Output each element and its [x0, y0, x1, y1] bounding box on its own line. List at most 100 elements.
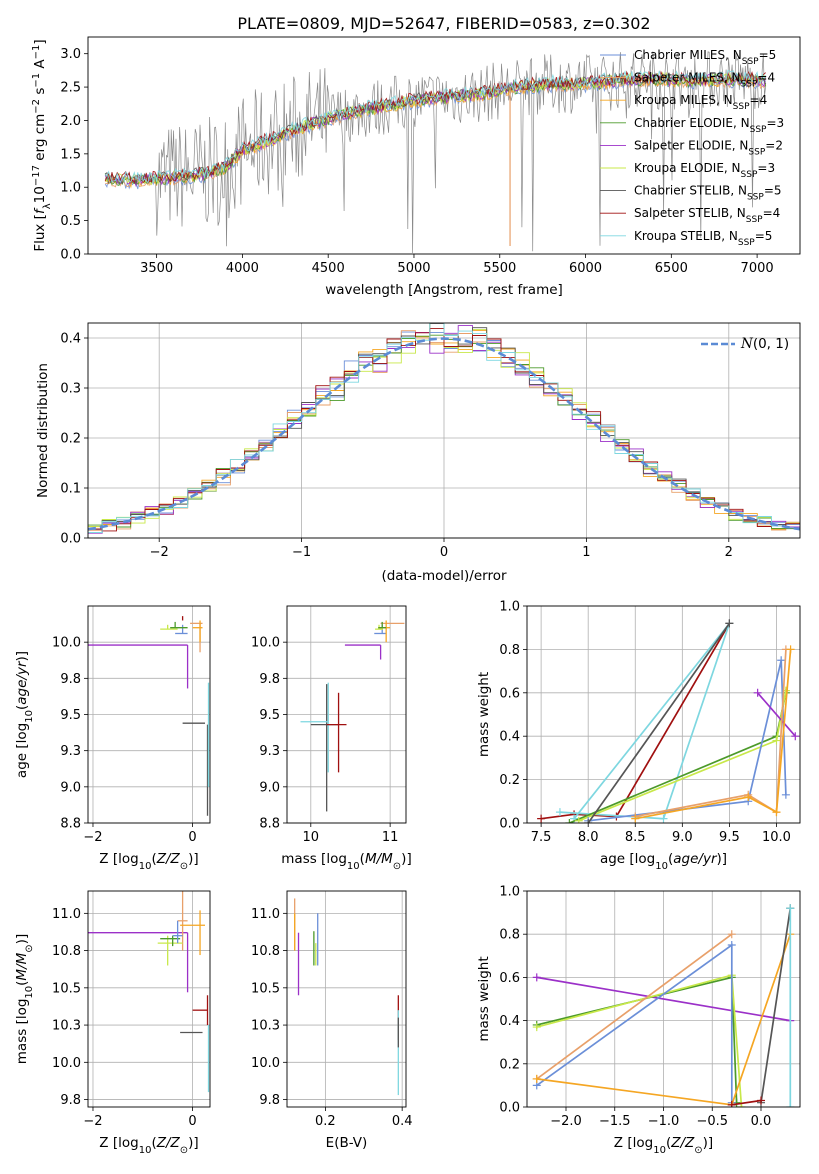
residuals-panel: −2 −1 0 1 2 0.0 0.1 0.2 0.3 0.4 (data-model)/error…: [35, 322, 801, 584]
label-part: )]: [717, 851, 728, 867]
legend-n: =3: [766, 116, 784, 130]
legend-label-chabrier_elodie: Chabrier ELODIE, NSSP=3: [634, 116, 784, 135]
y-tick-label: 0.1: [60, 482, 81, 497]
y-tick-label: 0.6: [499, 686, 520, 701]
label-part: Z/Z: [670, 1135, 695, 1151]
label-part: ]: [32, 39, 48, 44]
label-part: ⊙: [180, 861, 188, 872]
axes-frame: [87, 605, 211, 824]
label-part: M/M: [365, 851, 393, 867]
y-tick-label: 9.0: [259, 780, 280, 795]
label-part: s: [32, 88, 48, 99]
legend-n: =3: [757, 161, 775, 175]
label-part: A: [32, 59, 48, 73]
x-tick-label: 5500: [483, 261, 516, 276]
legend-label-kroupa_miles: Kroupa MILES, NSSP=4: [634, 93, 767, 112]
point-marker-chabrier_miles: [727, 941, 736, 949]
label-part: )]: [401, 851, 412, 867]
label-part: Z/Z: [156, 851, 181, 867]
y-tick-label: 10.5: [52, 981, 81, 996]
observed-spectrum-line: [105, 51, 767, 254]
y-tick-label: 9.8: [60, 1093, 81, 1108]
label-part: −2: [31, 99, 42, 114]
y-tick-label: 2.0: [60, 114, 81, 129]
label-part: (: [151, 851, 156, 867]
massweight_vs_Z-panel: −2.0 −1.5 −1.0 −0.5 0.0 0.0 0.2 0.4 0.6 0.8 1.0 Z […: [476, 885, 801, 1156]
legend-text: Salpeter STELIB, N: [634, 206, 746, 220]
y-tick-label: 9.3: [60, 744, 81, 759]
legend-n: =4: [763, 206, 781, 220]
y-tick-label: 0.2: [499, 1057, 520, 1072]
label-part: age/yr: [14, 660, 30, 705]
point-marker-kroupa_miles: [532, 1074, 541, 1083]
y-tick-label: 0.4: [60, 332, 81, 347]
y-tick-label: 9.8: [259, 1093, 280, 1108]
massweight_vs_age-panel: 7.5 8.0 8.5 9.0 9.5 10.0 0.0 0.2 0.4 0.6 0.8 1.0 age…: [476, 600, 801, 872]
point-marker-kroupa_stelib: [786, 1103, 795, 1107]
label-part: log: [633, 1135, 654, 1151]
x-tick-label: 0.2: [315, 1114, 336, 1129]
label-part: )]: [188, 851, 199, 867]
x-axis-label: (data-model)/error: [381, 568, 507, 584]
label-part: )]: [14, 934, 30, 945]
x-tick-label: 0: [440, 545, 448, 560]
x-axis-label: Z [log10(Z/Z⊙)]: [99, 851, 198, 872]
label-part: 10: [24, 986, 35, 999]
label-part: log: [118, 1135, 139, 1151]
legend-sub: SSP: [733, 102, 750, 112]
y-tick-label: 0.3: [60, 382, 81, 397]
point-marker-kroupa_stelib: [786, 904, 795, 913]
plot-area: [88, 891, 210, 1093]
point-marker-chabrier_miles: [777, 656, 786, 665]
point-marker-kroupa_stelib: [659, 814, 668, 823]
y-axis-label: mass weight: [476, 672, 492, 757]
y-tick-label: 1.0: [60, 181, 81, 196]
label-part: (: [151, 1135, 156, 1151]
model-spectrum-kroupa_stelib: [104, 69, 767, 184]
label-part: (: [14, 981, 30, 986]
y-axis-label: mass weight: [476, 956, 492, 1041]
label-part: age [: [14, 743, 30, 778]
x-tick-label: −2: [83, 830, 102, 845]
legend-sub: SSP: [750, 125, 767, 135]
label-part: (: [14, 705, 30, 710]
y-tick-label: 0.8: [499, 643, 520, 658]
gauss-legend-label: N(0, 1): [740, 336, 789, 352]
label-part: 10: [347, 861, 360, 872]
legend-n: =2: [765, 138, 783, 152]
plot-area: [300, 620, 405, 812]
legend-sub: SSP: [738, 238, 755, 248]
label-part: (: [360, 851, 365, 867]
y-tick-label: 10.5: [251, 981, 280, 996]
y-tick-label: 9.8: [259, 672, 280, 687]
age_vs_Z-panel: −2 08.89.09.39.59.810.0Z [log10(Z/Z⊙)]age…: [14, 605, 211, 872]
axes-frame: [526, 890, 801, 1108]
y-tick-label: 0.2: [60, 432, 81, 447]
y-tick-label: 8.8: [259, 817, 280, 832]
x-tick-label: 2: [725, 545, 733, 560]
label-part: f: [32, 207, 48, 214]
label-part: (: [666, 1135, 671, 1151]
label-part: log: [326, 851, 347, 867]
point-marker-salpeter_elodie: [753, 688, 762, 697]
y-tick-label: 9.5: [60, 708, 81, 723]
y-tick-label: 0.4: [499, 1014, 520, 1029]
point-marker-salpeter_miles: [727, 930, 736, 939]
plot-area: [294, 898, 399, 1096]
point-marker-kroupa_miles: [744, 792, 753, 801]
label-part: λ: [42, 203, 53, 209]
x-tick-label: 7.5: [531, 830, 552, 845]
gaussian-curve: [88, 337, 800, 531]
x-axis-label: Z [log10(Z/Z⊙)]: [99, 1135, 198, 1156]
legend-sub: SSP: [742, 57, 759, 67]
x-axis-label: age [log10(age/yr)]: [600, 851, 727, 872]
point-marker-kroupa_elodie: [574, 816, 583, 823]
legend-text: Kroupa MILES, N: [634, 93, 733, 107]
label-part: ⊙: [180, 1145, 188, 1156]
axes-frame: [87, 890, 211, 1108]
legend-text: Chabrier ELODIE, N: [634, 116, 750, 130]
point-marker-salpeter_elodie: [791, 732, 800, 741]
legend-text: Salpeter MILES, N: [634, 71, 741, 85]
point-marker-chabrier_elodie: [565, 819, 574, 823]
